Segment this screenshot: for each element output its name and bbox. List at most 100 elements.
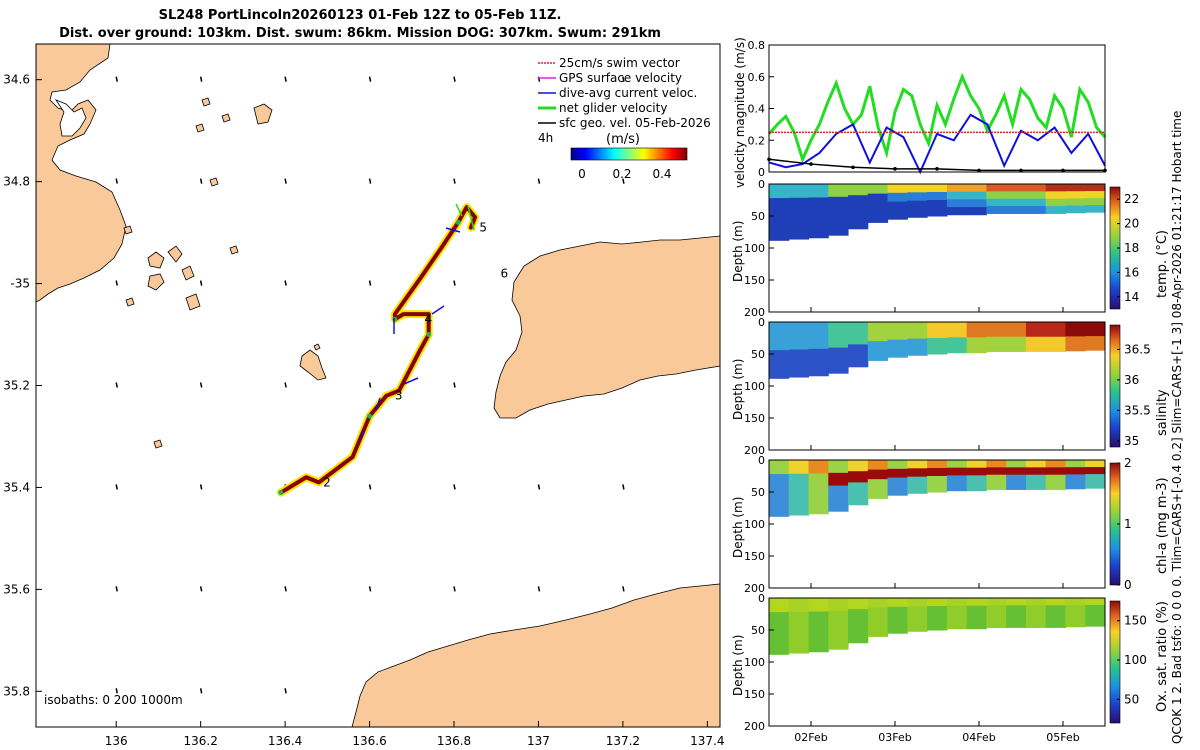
figure-title-line2: Dist. over ground: 103km. Dist. swum: 86…: [59, 26, 661, 41]
heatmap-cell: [867, 626, 889, 637]
heatmap-cell: [946, 613, 968, 622]
map-axis-ticks: 136 136.2 136.4 136.6 136.8 137 137.2 137.4 34.6…: [3, 73, 724, 748]
heatmap-cell: [848, 217, 869, 230]
svg-text:25cm/s swim vector: 25cm/s swim vector: [559, 56, 680, 70]
heatmap-cell: [848, 620, 869, 633]
heatmap-cell: [927, 330, 948, 339]
heatmap-cell: [828, 334, 849, 349]
vel-ytick-label-4: 0.8: [748, 39, 766, 52]
heatmap-cell: [1025, 336, 1047, 345]
heatmap-cell: [1085, 191, 1106, 199]
heat-ytick-label: 0: [758, 592, 765, 605]
heat-ytick-label: 100: [744, 380, 765, 393]
heat-ytick-label: 50: [751, 348, 765, 361]
heatmap-cell: [788, 639, 810, 654]
cbar-tick-label: 20: [1124, 217, 1139, 231]
heatmap-cell: [986, 598, 1007, 606]
heatmap-cell: [986, 612, 1007, 621]
sfc-geo-point: [977, 168, 981, 173]
heatmap-cell: [946, 475, 968, 484]
heatmap-cell: [1006, 329, 1027, 338]
heatmap-cell: [1045, 467, 1066, 476]
heat-ytick-label: 50: [751, 210, 765, 223]
heatmap-cell: [808, 335, 829, 350]
heatmap-cell: [1025, 329, 1047, 338]
heatmap-cell: [946, 460, 968, 469]
velocity-ylabel: velocity magnitude (m/s): [733, 37, 747, 188]
heatmap-cell: [1045, 474, 1066, 483]
geo-vel-mark: [284, 688, 287, 694]
heatmap-cell: [867, 193, 889, 204]
heatmap-cell: [848, 631, 869, 644]
heatmap-cell: [1006, 322, 1027, 330]
heatmap-cell: [887, 184, 908, 194]
heatmap-cell: [1045, 336, 1066, 345]
heatmap-cell: [907, 338, 928, 348]
heatmap-cell: [907, 200, 928, 210]
heatmap-cell: [769, 350, 790, 365]
heatmap-cell: [867, 607, 889, 618]
geo-vel-mark: [622, 178, 625, 184]
heatmap-cell: [1025, 474, 1047, 483]
heat-colorbar: [1109, 324, 1121, 448]
heatmap-cell: [769, 198, 790, 213]
islands: [123, 97, 327, 449]
heat-cbar-label: temp. (°C): [1155, 230, 1170, 298]
heatmap-cell: [986, 322, 1007, 330]
heatmap-cell: [769, 322, 790, 337]
heatmap-cell: [1085, 460, 1106, 468]
heatmap-cell: [966, 613, 987, 622]
heatmap-cell: [828, 636, 849, 650]
heatmap-cell: [1006, 336, 1027, 345]
heat-ylabel: Depth (m): [731, 221, 745, 282]
geo-vel-mark: [115, 688, 118, 694]
heatmap-cell: [887, 606, 908, 617]
heatmap-cell: [986, 191, 1007, 200]
legend-scale-label: 4h: [538, 131, 553, 145]
geo-vel-mark: [199, 484, 203, 490]
heatmap-cell: [986, 460, 1007, 468]
heatmap-cell: [966, 621, 987, 630]
heatmap-cell: [1065, 598, 1086, 606]
heatmap-cell: [1065, 184, 1086, 192]
land-eyre-peninsula: [35, 43, 127, 303]
cbar-tick-label: 36.5: [1124, 342, 1151, 356]
geo-vel-mark: [199, 382, 203, 388]
heatmap-cell: [769, 460, 790, 475]
geo-vel-mark: [453, 586, 456, 592]
heatmap-cell: [769, 364, 790, 379]
heatmap-cell: [927, 606, 948, 615]
heatmap-cell: [828, 322, 849, 336]
heatmap-cell: [1025, 620, 1047, 628]
heat-ytick-label: 150: [744, 274, 765, 287]
heatmap-cell: [927, 338, 948, 347]
heatmap-cell: [1085, 598, 1106, 606]
heat-ytick-label: 200: [744, 444, 765, 457]
map-xtick-label-5: 137: [527, 734, 550, 748]
map-ytick-label-4: 35.4: [3, 480, 30, 494]
heatmap-cell: [848, 333, 869, 345]
heatmap-cell: [907, 330, 928, 340]
heatmap-cell: [907, 622, 928, 632]
heat-ylabel: Depth (m): [731, 497, 745, 558]
heatmap-cell: [1065, 329, 1086, 337]
heatmap-cell: [848, 482, 869, 495]
heatmap-cell: [1065, 467, 1086, 475]
heatmap-cell: [788, 335, 810, 351]
heat-ylabel: Depth (m): [731, 359, 745, 420]
heatmap-cell: [966, 467, 987, 476]
heatmap-cell: [1045, 612, 1066, 621]
heatmap-cell: [769, 612, 790, 627]
map-xtick-label-7: 137.4: [690, 734, 724, 748]
heat-ytick-label: 100: [744, 656, 765, 669]
track-point: [278, 490, 284, 496]
heat-xtick-label-0: 02Feb: [794, 731, 827, 744]
heatmap-cell: [887, 322, 908, 332]
heatmap-cell: [946, 207, 968, 216]
heatmap-cell: [1025, 482, 1047, 490]
heatmap-cell: [946, 598, 968, 607]
heatmap-cell: [986, 474, 1007, 483]
heatmap-cell: [887, 486, 908, 496]
heatmap-cell: [867, 322, 889, 333]
